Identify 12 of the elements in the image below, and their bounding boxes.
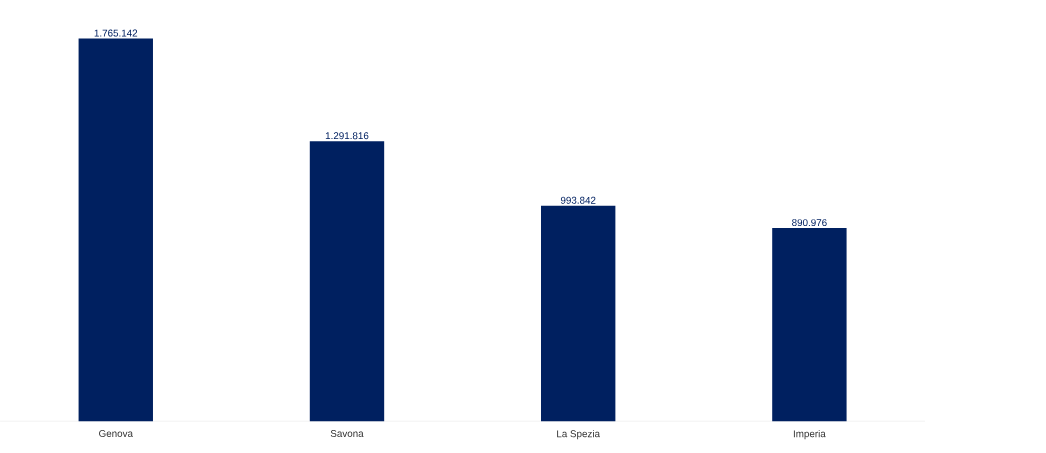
x-tick-label: Imperia	[793, 430, 826, 440]
bar	[541, 205, 616, 422]
x-tick-label: Genova	[99, 430, 133, 438]
bar	[78, 38, 153, 422]
data-label: 993.842	[560, 197, 596, 204]
bar	[309, 141, 385, 422]
data-label: 1.291.816	[325, 132, 369, 140]
data-label: 1.765.142	[94, 29, 138, 37]
x-tick-label: La Spezia	[557, 430, 601, 440]
x-tick-label: Savona	[330, 430, 364, 438]
data-label: 890.976	[792, 219, 827, 227]
bar	[772, 228, 847, 422]
